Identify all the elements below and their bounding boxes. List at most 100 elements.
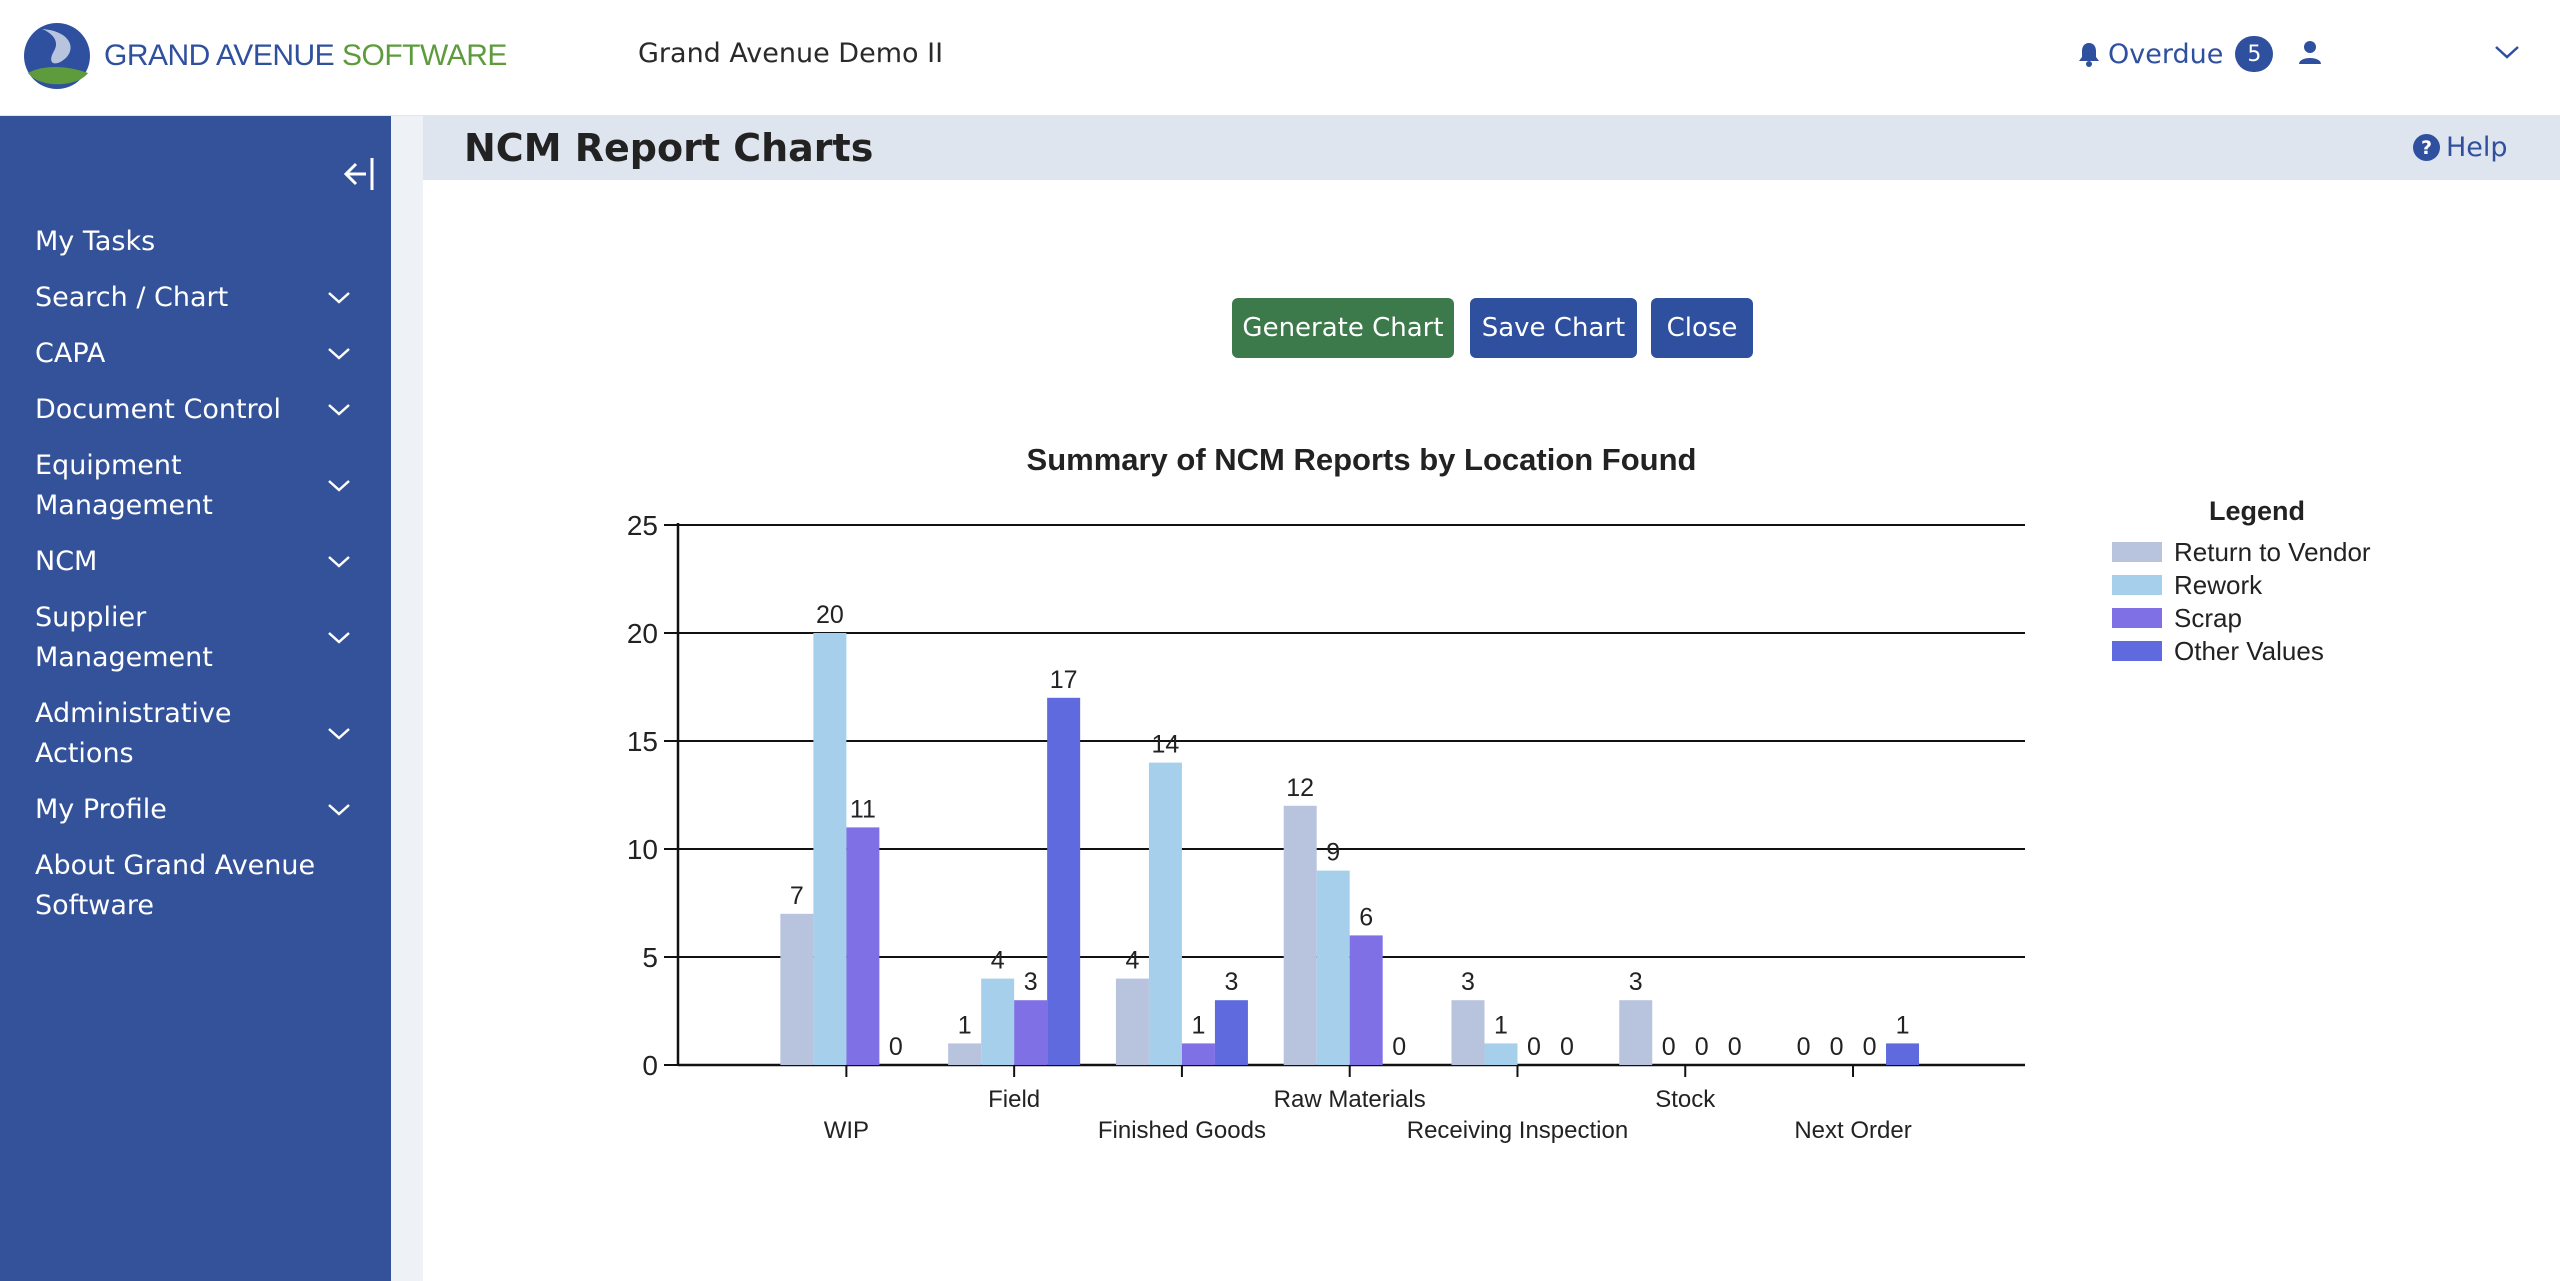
overdue-button[interactable]: Overdue 5 — [2078, 36, 2274, 72]
bar-scrap — [1181, 1043, 1215, 1065]
bar-other-values — [1886, 1043, 1920, 1065]
user-icon[interactable] — [2298, 40, 2322, 71]
chevron-down-icon — [328, 632, 350, 644]
bar-value-label: 7 — [790, 882, 804, 910]
bar-return-to-vendor — [1283, 805, 1317, 1065]
legend-title: Legend — [2209, 496, 2305, 526]
bar-value-label: 0 — [1695, 1033, 1709, 1061]
logo-icon — [24, 23, 90, 89]
bar-rework — [981, 978, 1015, 1065]
bar-value-label: 3 — [1629, 968, 1643, 996]
sidebar-item-equipment-management[interactable]: Equipment Management — [0, 438, 391, 534]
bar-value-label: 12 — [1286, 774, 1314, 802]
bar-rework — [1484, 1043, 1518, 1065]
bar-value-label: 0 — [1527, 1033, 1541, 1061]
overdue-label: Overdue — [2108, 38, 2224, 70]
y-tick-label: 25 — [627, 510, 658, 541]
x-category-label: Next Order — [1794, 1117, 1911, 1144]
logo-text-grand-avenue: GRAND AVENUE — [104, 39, 335, 72]
x-category-label: Stock — [1655, 1086, 1716, 1113]
help-icon: ? — [2413, 134, 2440, 161]
chevron-down-icon — [328, 480, 350, 492]
help-label: Help — [2446, 132, 2508, 163]
logo-text: GRAND AVENUE SOFTWARE — [104, 39, 507, 73]
sidebar-item-supplier-management[interactable]: Supplier Management — [0, 590, 391, 686]
y-tick-label: 20 — [627, 618, 658, 649]
chevron-down-icon — [328, 404, 350, 416]
chevron-down-icon — [328, 348, 350, 360]
generate-chart-button[interactable]: Generate Chart — [1232, 298, 1454, 358]
sidebar-item-search-chart[interactable]: Search / Chart — [0, 270, 391, 326]
x-category-label: Receiving Inspection — [1407, 1117, 1628, 1144]
bar-value-label: 0 — [1863, 1033, 1877, 1061]
sidebar-item-ncm[interactable]: NCM — [0, 534, 391, 590]
x-category-label: Field — [988, 1086, 1040, 1113]
legend-swatch — [2112, 608, 2162, 628]
x-category-label: Finished Goods — [1098, 1117, 1266, 1144]
grand-avenue-logo[interactable]: GRAND AVENUE SOFTWARE — [22, 20, 507, 92]
y-tick-label: 5 — [642, 942, 658, 973]
bell-icon — [2079, 43, 2099, 67]
bar-value-label: 4 — [991, 947, 1005, 975]
bar-return-to-vendor — [948, 1043, 982, 1065]
sidebar-item-label: Search / Chart — [35, 282, 229, 313]
sidebar: My Tasks Search / Chart CAPA Document Contr… — [0, 116, 391, 1281]
x-category-label: Raw Materials — [1274, 1086, 1426, 1113]
y-tick-label: 0 — [642, 1050, 658, 1081]
sidebar-item-document-control[interactable]: Document Control — [0, 382, 391, 438]
bar-value-label: 0 — [1728, 1033, 1742, 1061]
bar-rework — [1148, 762, 1182, 1065]
sidebar-item-about-grand-avenue-software[interactable]: About Grand Avenue Software — [0, 838, 391, 934]
collapse-sidebar-icon[interactable] — [342, 156, 376, 197]
bar-scrap — [1014, 1000, 1048, 1065]
bar-value-label: 3 — [1224, 968, 1238, 996]
organization-name: Grand Avenue Demo II — [638, 38, 944, 69]
bar-value-label: 0 — [1560, 1033, 1574, 1061]
legend-entry: Scrap — [2174, 603, 2242, 633]
bar-value-label: 0 — [889, 1033, 903, 1061]
user-menu-chevron-down-icon[interactable] — [2494, 44, 2520, 65]
save-chart-button[interactable]: Save Chart — [1470, 298, 1637, 358]
bar-scrap — [846, 827, 880, 1065]
chart-panel — [423, 180, 2560, 1281]
legend-entry: Rework — [2174, 570, 2263, 600]
bar-return-to-vendor — [1451, 1000, 1485, 1065]
bar-value-label: 9 — [1326, 839, 1340, 867]
bar-value-label: 0 — [1662, 1033, 1676, 1061]
bar-value-label: 0 — [1392, 1033, 1406, 1061]
bar-value-label: 1 — [1191, 1011, 1205, 1039]
bar-scrap — [1349, 935, 1383, 1065]
sidebar-nav: My Tasks Search / Chart CAPA Document Contr… — [0, 214, 391, 934]
chevron-down-icon — [328, 292, 350, 304]
sidebar-item-label: CAPA — [35, 338, 106, 369]
bar-value-label: 4 — [1125, 947, 1139, 975]
x-category-label: WIP — [824, 1117, 869, 1144]
top-header: GRAND AVENUE SOFTWARE Grand Avenue Demo … — [0, 0, 2560, 116]
overdue-count-badge: 5 — [2235, 36, 2274, 72]
help-link[interactable]: ? Help — [2413, 132, 2508, 163]
close-button[interactable]: Close — [1651, 298, 1753, 358]
sidebar-item-my-tasks[interactable]: My Tasks — [0, 214, 391, 270]
sidebar-item-label: My Profile — [35, 794, 167, 825]
bar-value-label: 1 — [1494, 1011, 1508, 1039]
logo-text-software: SOFTWARE — [334, 39, 507, 72]
ncm-bar-chart: Summary of NCM Reports by Location Found… — [627, 442, 2371, 1144]
bar-value-label: 14 — [1152, 731, 1180, 759]
y-tick-label: 15 — [627, 726, 658, 757]
legend-entry: Return to Vendor — [2174, 537, 2371, 567]
sidebar-item-label: My Tasks — [35, 226, 156, 257]
y-tick-label: 10 — [627, 834, 658, 865]
sidebar-item-label: Supplier Management — [35, 602, 213, 673]
sidebar-item-label: About Grand Avenue Software — [35, 850, 316, 921]
bar-rework — [813, 633, 847, 1065]
page-title: NCM Report Charts — [464, 126, 874, 170]
chevron-down-icon — [328, 556, 350, 568]
bar-value-label: 3 — [1024, 968, 1038, 996]
sidebar-item-my-profile[interactable]: My Profile — [0, 782, 391, 838]
sidebar-item-capa[interactable]: CAPA — [0, 326, 391, 382]
bar-return-to-vendor — [780, 913, 814, 1065]
sidebar-item-label: Document Control — [35, 394, 282, 425]
sidebar-item-administrative-actions[interactable]: Administrative Actions — [0, 686, 391, 782]
bar-value-label: 6 — [1359, 903, 1373, 931]
bar-value-label: 17 — [1050, 666, 1078, 694]
